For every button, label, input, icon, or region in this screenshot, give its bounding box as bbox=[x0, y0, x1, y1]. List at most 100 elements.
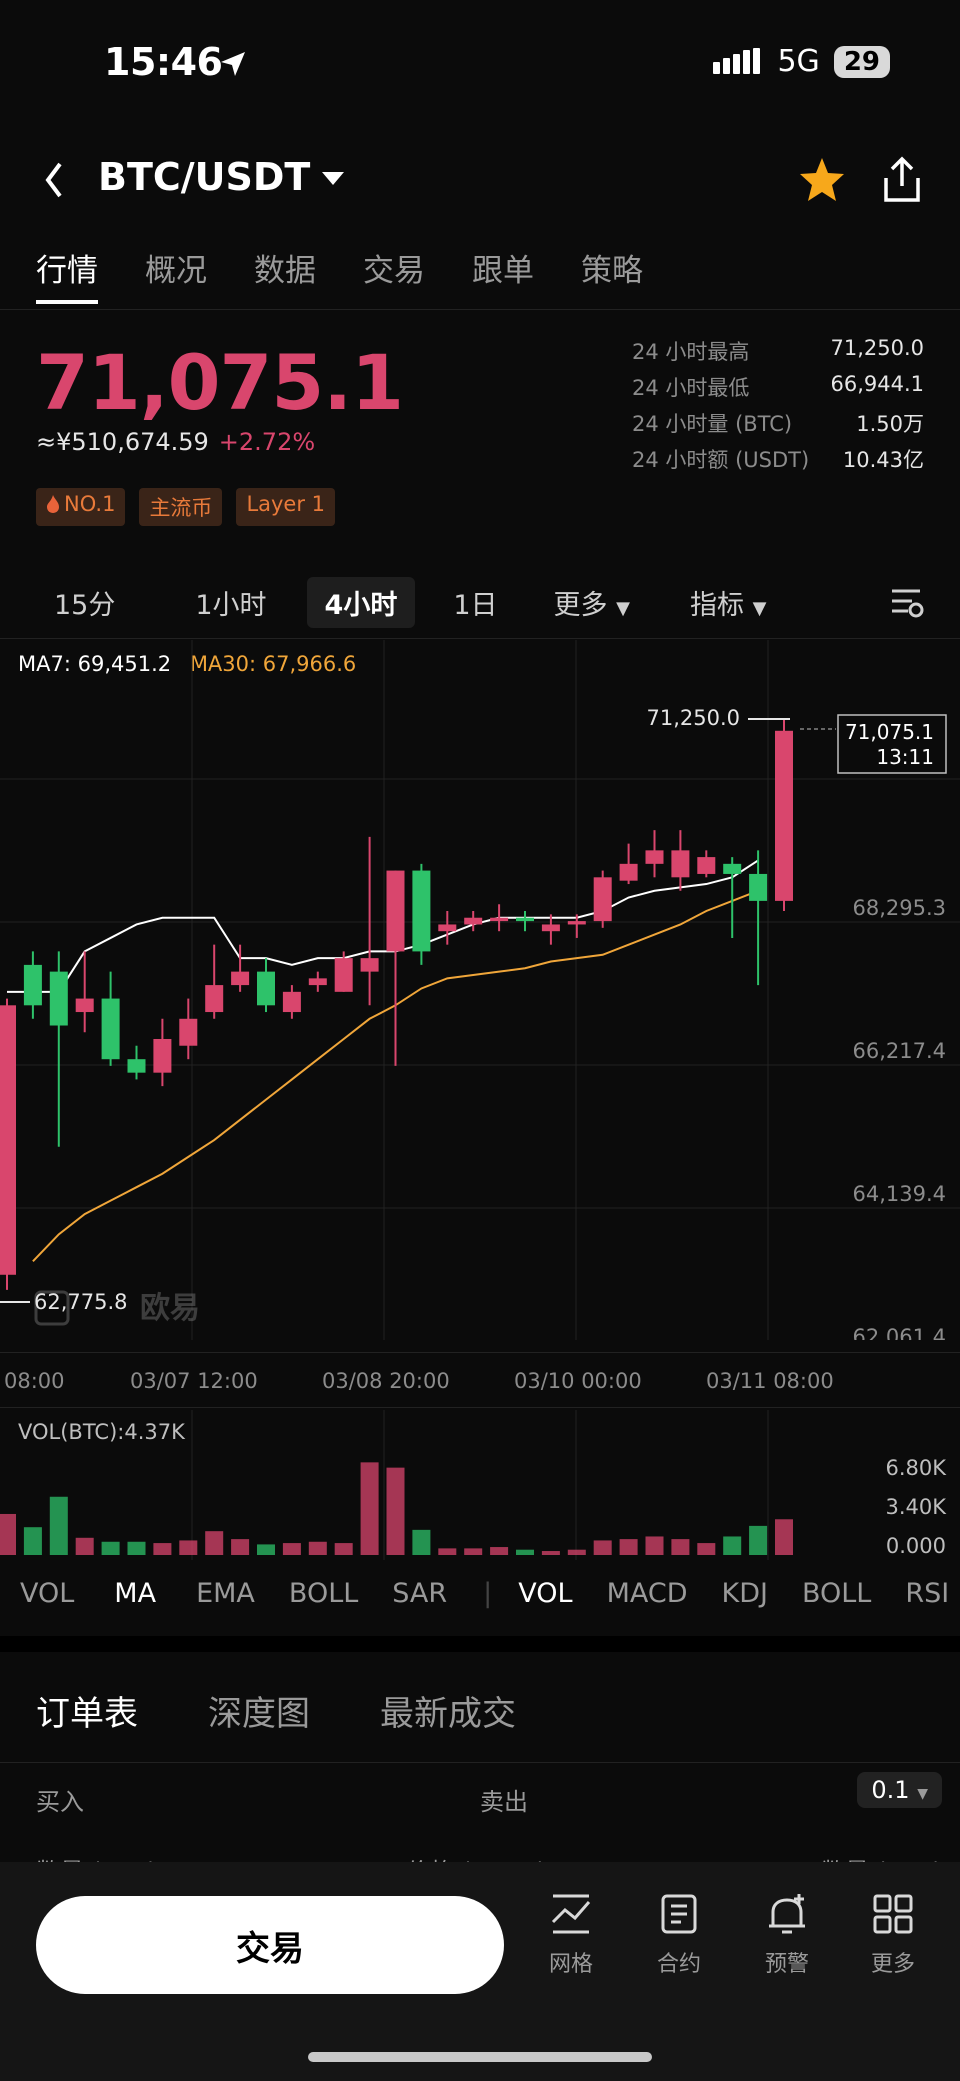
volume-bar bbox=[593, 1540, 612, 1555]
last-price-tag bbox=[837, 714, 947, 774]
tf-15m[interactable]: 15分 bbox=[54, 589, 116, 621]
status-time: 15:46 bbox=[104, 40, 223, 84]
volume-bar bbox=[490, 1547, 509, 1555]
volume-bar bbox=[386, 1467, 405, 1555]
stat-low: 24 小时最低 66,944.1 bbox=[632, 372, 924, 408]
chart-settings-icon[interactable] bbox=[890, 585, 924, 619]
volume-bar bbox=[671, 1539, 690, 1555]
ma-legend: MA7: 69,451.2 MA30: 67,966.6 bbox=[18, 652, 356, 676]
candle-body bbox=[516, 917, 534, 922]
volume-bar bbox=[749, 1525, 768, 1555]
contract-icon bbox=[661, 1894, 697, 1934]
stat-value: 1.50万 bbox=[856, 412, 924, 436]
tf-1h[interactable]: 1小时 bbox=[195, 589, 267, 621]
tf-4h[interactable]: 4小时 bbox=[306, 576, 416, 628]
tab-trade[interactable]: 交易 bbox=[363, 253, 425, 289]
ind-ma[interactable]: MA bbox=[114, 1578, 157, 1609]
chart-grid bbox=[0, 640, 960, 1340]
back-icon[interactable] bbox=[42, 160, 66, 200]
candle-body bbox=[541, 924, 560, 932]
volume-bar bbox=[231, 1539, 250, 1555]
tf-more[interactable]: 更多 ▼ bbox=[554, 583, 630, 622]
volume-bar bbox=[619, 1539, 638, 1555]
candlestick-chart[interactable]: 欧易 71,250.0 62,775.8 71,075.1 13:11 68,2… bbox=[0, 640, 960, 1340]
xtick: 03/10 00:00 bbox=[514, 1369, 642, 1393]
home-indicator bbox=[308, 2052, 652, 2062]
volume-bar bbox=[75, 1537, 94, 1555]
high-marker: 71,250.0 bbox=[646, 706, 740, 730]
volume-bar bbox=[541, 1551, 560, 1555]
price-markers: 71,250.0 62,775.8 71,075.1 13:11 bbox=[0, 706, 947, 1314]
xtick: 08:00 bbox=[4, 1369, 65, 1393]
volume-bar bbox=[723, 1536, 742, 1555]
volume-bar bbox=[645, 1536, 664, 1555]
fire-icon bbox=[47, 495, 59, 513]
stat-label: 24 小时量 (BTC) bbox=[632, 412, 793, 436]
layer-badge[interactable]: Layer 1 bbox=[236, 488, 336, 526]
volume-bar bbox=[567, 1549, 586, 1555]
candle-body bbox=[490, 917, 509, 922]
candle-body bbox=[308, 978, 327, 986]
pair-title: BTC/USDT bbox=[98, 155, 311, 199]
pair-dropdown-icon[interactable] bbox=[322, 172, 344, 186]
okx-logo-icon bbox=[34, 1290, 70, 1326]
candle-body bbox=[127, 1059, 146, 1073]
precision-select[interactable]: 0.1 ▼ bbox=[857, 1772, 942, 1808]
trade-button[interactable]: 交易 bbox=[36, 1896, 504, 1994]
volume-chart[interactable]: 6.80K 3.40K 0.000 bbox=[0, 1410, 960, 1560]
tabs: 行情 概况 数据 交易 跟单 策略 bbox=[36, 245, 643, 304]
ind-boll-main[interactable]: BOLL bbox=[288, 1578, 359, 1609]
ind-kdj[interactable]: KDJ bbox=[721, 1578, 768, 1609]
ind-ema[interactable]: EMA bbox=[196, 1578, 255, 1609]
ind-macd[interactable]: MACD bbox=[606, 1578, 688, 1609]
xtick: 03/08 20:00 bbox=[322, 1369, 450, 1393]
nav-more[interactable]: 更多 bbox=[848, 1892, 938, 1978]
ind-sar[interactable]: SAR bbox=[392, 1578, 448, 1609]
tab-strategy[interactable]: 策略 bbox=[581, 253, 643, 289]
ind-rsi[interactable]: RSI bbox=[905, 1578, 950, 1609]
volume-bars bbox=[0, 1462, 793, 1555]
tab-trades[interactable]: 最新成交 bbox=[380, 1694, 516, 1734]
candle-body bbox=[179, 1018, 198, 1046]
low-marker: 62,775.8 bbox=[34, 1290, 128, 1314]
nav-label: 网格 bbox=[548, 1952, 593, 1977]
candle-body bbox=[697, 857, 716, 874]
nav-grid[interactable]: 网格 bbox=[526, 1892, 616, 1978]
tab-overview[interactable]: 概况 bbox=[145, 253, 207, 289]
last-price: 71,075.1 bbox=[36, 338, 404, 427]
vol-legend: VOL(BTC):4.37K bbox=[18, 1420, 185, 1444]
tab-copytrade[interactable]: 跟单 bbox=[472, 253, 534, 289]
share-icon[interactable] bbox=[882, 156, 922, 204]
last-price-tag-value: 71,075.1 bbox=[845, 720, 934, 744]
tab-orderbook[interactable]: 订单表 bbox=[36, 1694, 138, 1734]
tf-more-label: 更多 bbox=[553, 589, 608, 621]
candle-body bbox=[334, 958, 353, 992]
nav-alerts[interactable]: 预警 bbox=[742, 1892, 832, 1978]
candle-body bbox=[593, 877, 612, 922]
ind-boll-sub[interactable]: BOLL bbox=[801, 1578, 872, 1609]
tab-market[interactable]: 行情 bbox=[36, 245, 98, 304]
ind-vol-main[interactable]: VOL bbox=[20, 1578, 75, 1609]
rank-badge-label: NO.1 bbox=[64, 492, 116, 516]
x-axis: 08:00 03/07 12:00 03/08 20:00 03/10 00:0… bbox=[0, 1352, 960, 1408]
pair-selector[interactable]: BTC/USDT bbox=[98, 155, 310, 199]
indicator-separator: | bbox=[483, 1578, 493, 1609]
tf-1d[interactable]: 1日 bbox=[453, 589, 498, 621]
nav-futures[interactable]: 合约 bbox=[634, 1892, 724, 1978]
tf-indicators[interactable]: 指标 ▼ bbox=[690, 583, 766, 622]
price-change: +2.72% bbox=[218, 428, 316, 456]
ind-vol-sub[interactable]: VOL bbox=[518, 1578, 573, 1609]
stat-value: 10.43亿 bbox=[842, 448, 924, 472]
timeframe-bar: 15分 1小时 4小时 1日 更多 ▼ 指标 ▼ bbox=[36, 576, 936, 628]
category-badge[interactable]: 主流币 bbox=[139, 488, 223, 526]
star-favorite-icon[interactable] bbox=[798, 156, 846, 204]
rank-badge[interactable]: NO.1 bbox=[36, 488, 126, 526]
tab-depth[interactable]: 深度图 bbox=[208, 1694, 310, 1734]
tab-data[interactable]: 数据 bbox=[254, 253, 316, 289]
candle-body bbox=[567, 921, 586, 925]
status-icons: 5G 29 bbox=[713, 44, 890, 79]
ytick: 66,217.4 bbox=[852, 1039, 946, 1063]
sell-label: 卖出 bbox=[480, 1788, 528, 1816]
watermark-text: 欧易 bbox=[140, 1291, 200, 1326]
candle-body bbox=[0, 1005, 16, 1275]
